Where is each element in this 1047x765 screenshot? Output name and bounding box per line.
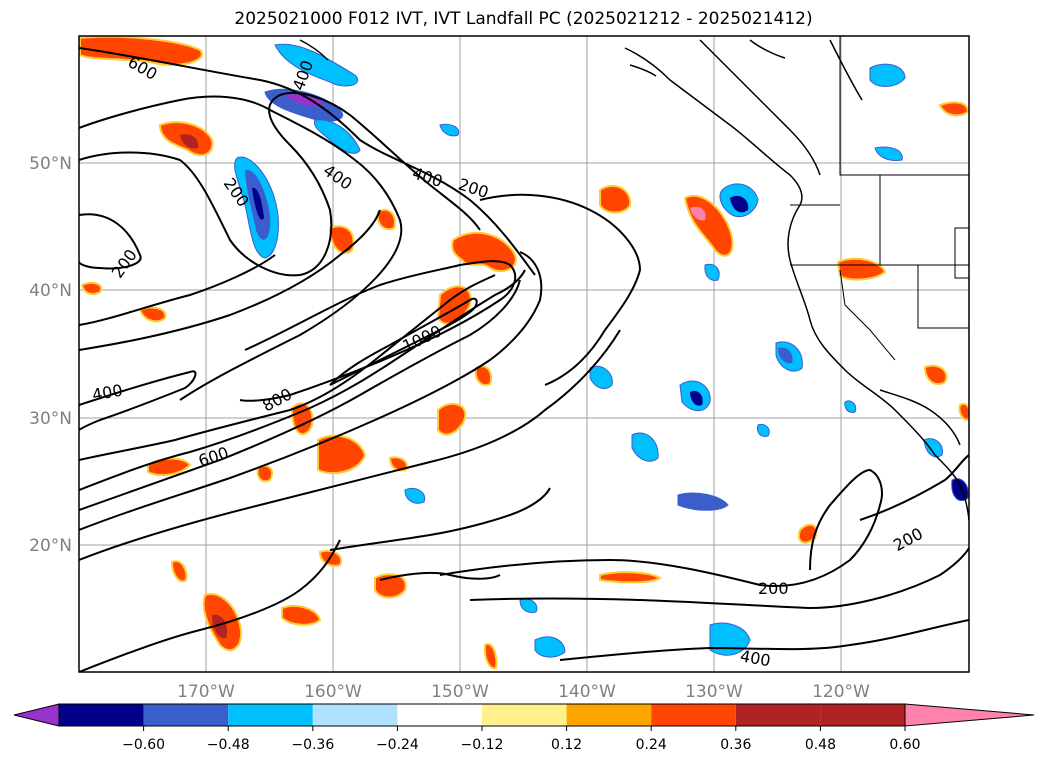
colorbar-segment (820, 704, 905, 726)
colorbar-tick-label: −0.12 (461, 737, 504, 753)
lon-label-150w: 150°W (431, 682, 489, 702)
colorbar: −0.60 −0.48 −0.36 −0.24 −0.12 0.12 0.24 … (13, 703, 1035, 753)
lon-label-160w: 160°W (304, 682, 362, 702)
lat-label-50n: 50°N (29, 154, 72, 174)
colorbar-segment (228, 704, 313, 726)
latitude-labels: 50°N 40°N 30°N 20°N (29, 154, 72, 556)
lat-label-40n: 40°N (29, 281, 72, 301)
colorbar-tick-label: −0.48 (207, 737, 250, 753)
ivt-contours (79, 47, 969, 672)
lon-label-120w: 120°W (812, 682, 870, 702)
colorbar-tick-label: −0.36 (291, 737, 334, 753)
lon-label-140w: 140°W (558, 682, 616, 702)
colorbar-segment (143, 704, 229, 726)
longitude-labels: 170°W 160°W 150°W 140°W 130°W 120°W (177, 682, 870, 702)
coastline (299, 39, 969, 521)
colorbar-tick-label: 0.48 (805, 737, 836, 753)
state-borders (790, 36, 969, 361)
lon-label-130w: 130°W (685, 682, 743, 702)
colorbar-tick-label: 0.12 (551, 737, 582, 753)
colorbar-segment (566, 704, 652, 726)
map-frame (78, 35, 970, 673)
colorbar-tick-label: 0.60 (889, 737, 920, 753)
colorbar-segment (651, 704, 736, 726)
colorbar-tick-label: 0.24 (636, 737, 667, 753)
colorbar-segment (735, 704, 821, 726)
contour-label: 200 (758, 579, 789, 598)
lat-label-20n: 20°N (29, 536, 72, 556)
colorbar-left-extension (13, 703, 60, 727)
gridlines (79, 36, 969, 672)
colorbar-tick-label: −0.24 (376, 737, 419, 753)
map-background (79, 36, 969, 672)
colorbar-ticks (143, 726, 906, 731)
colorbar-segment (397, 704, 482, 726)
colorbar-tick-label: 0.36 (720, 737, 751, 753)
map-title: 2025021000 F012 IVT, IVT Landfall PC (20… (234, 9, 813, 29)
colorbar-segment (482, 704, 567, 726)
lon-label-170w: 170°W (177, 682, 235, 702)
colorbar-segment (59, 704, 144, 726)
colorbar-tick-label: −0.60 (122, 737, 165, 753)
colorbar-right-extension (904, 703, 1035, 727)
lat-label-30n: 30°N (29, 409, 72, 429)
colorbar-segment (312, 704, 398, 726)
